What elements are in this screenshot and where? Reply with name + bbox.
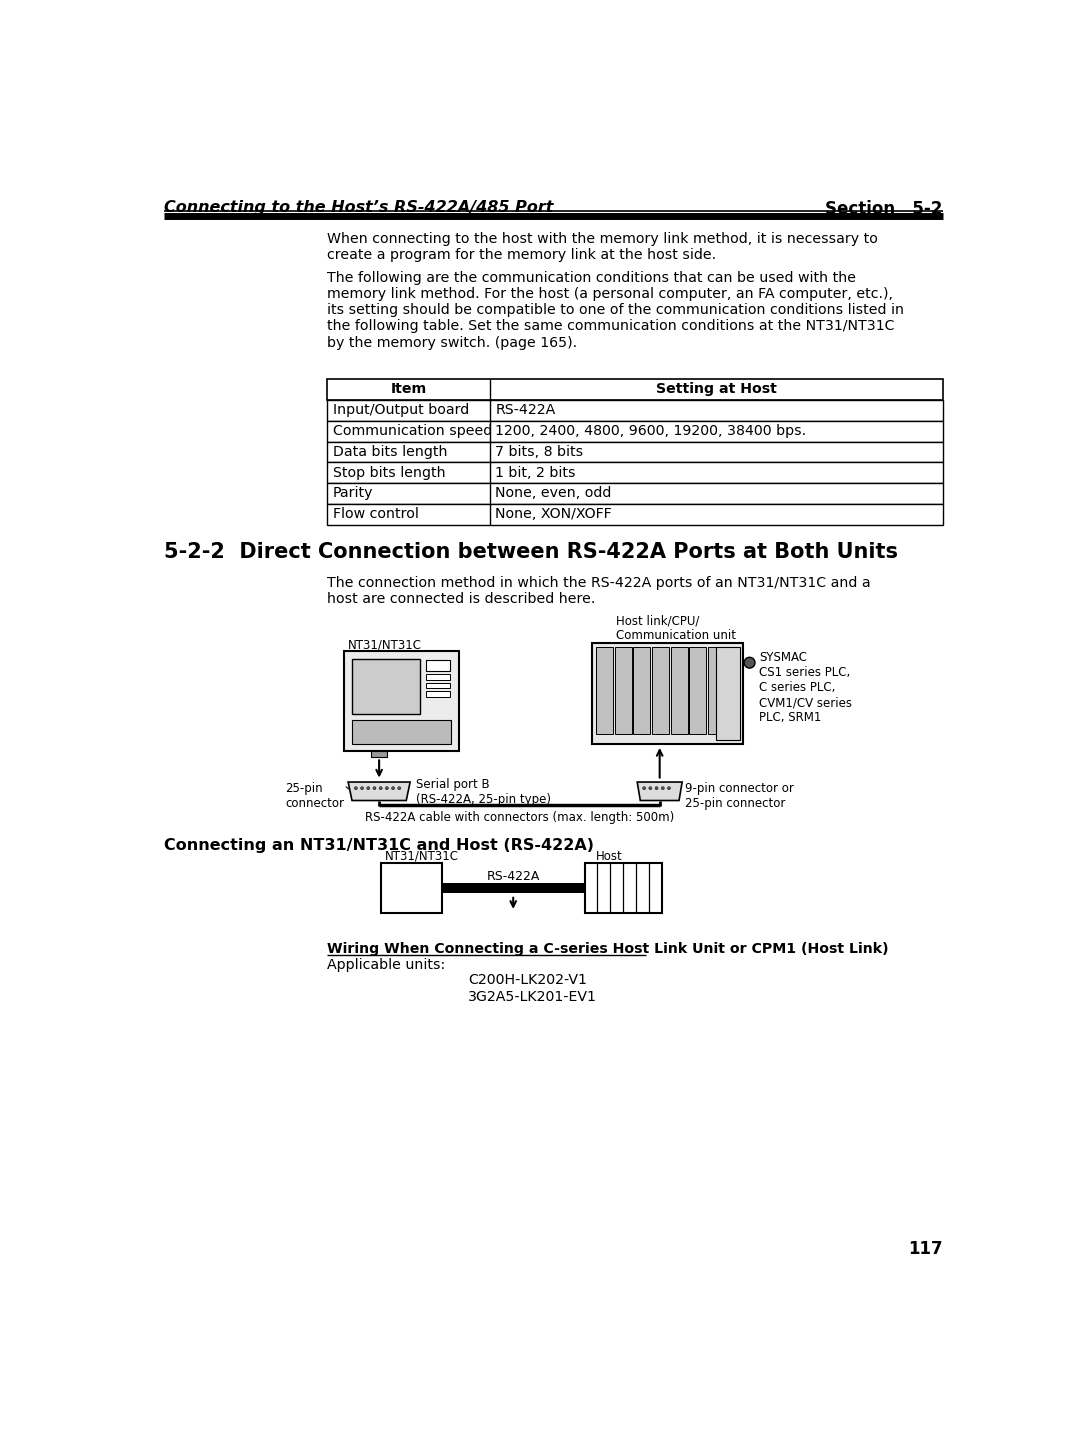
Bar [327,400,943,420]
Bar [372,752,387,758]
Bar [352,659,420,715]
Bar [327,420,943,442]
Bar [427,674,449,680]
Text: Data bits length: Data bits length [333,445,447,459]
Text: NT31/NT31C: NT31/NT31C [348,639,422,651]
Text: Communication speed: Communication speed [333,423,491,438]
Bar [327,504,943,525]
Circle shape [397,786,401,789]
Text: The connection method in which the RS-422A ports of an NT31/NT31C and a
host are: The connection method in which the RS-42… [327,575,870,606]
Circle shape [386,786,389,789]
Circle shape [649,786,652,789]
Text: Serial port B
(RS-422A, 25-pin type): Serial port B (RS-422A, 25-pin type) [416,778,551,806]
Circle shape [667,786,671,789]
Text: Input/Output board: Input/Output board [333,403,469,418]
Text: 117: 117 [908,1240,943,1258]
Bar [381,862,442,913]
Bar [345,651,459,752]
Text: Section   5-2: Section 5-2 [825,199,943,218]
Bar [427,660,449,672]
Text: RS-422A: RS-422A [496,403,555,418]
Circle shape [643,786,646,789]
Text: None, XON/XOFF: None, XON/XOFF [496,507,612,521]
Bar [352,720,451,743]
Text: Applicable units:: Applicable units: [327,957,445,971]
Circle shape [379,786,382,789]
Bar [584,862,662,913]
Text: SYSMAC
CS1 series PLC,
C series PLC,
CVM1/CV series
PLC, SRM1: SYSMAC CS1 series PLC, C series PLC, CVM… [759,651,852,725]
Text: NT31/NT31C: NT31/NT31C [386,850,459,862]
Bar [716,647,740,739]
Bar [327,379,943,400]
Text: The following are the communication conditions that can be used with the
memory : The following are the communication cond… [327,271,904,350]
Circle shape [661,786,664,789]
Bar [442,883,584,894]
Circle shape [367,786,369,789]
Circle shape [392,786,394,789]
Text: Parity: Parity [333,486,373,501]
Text: Flow control: Flow control [333,507,419,521]
Text: 3G2A5-LK201-EV1: 3G2A5-LK201-EV1 [469,990,597,1004]
Bar [327,484,943,504]
Text: Connecting to the Host’s RS-422A/485 Port: Connecting to the Host’s RS-422A/485 Por… [164,199,554,215]
Bar [596,647,613,733]
Text: 1 bit, 2 bits: 1 bit, 2 bits [496,465,576,479]
Bar [427,683,449,689]
Text: None, even, odd: None, even, odd [496,486,611,501]
Text: RS-422A: RS-422A [486,870,540,883]
Text: When connecting to the host with the memory link method, it is necessary to
crea: When connecting to the host with the mem… [327,232,878,263]
Text: C200H-LK202-V1: C200H-LK202-V1 [469,973,588,987]
Text: Connecting an NT31/NT31C and Host (RS-422A): Connecting an NT31/NT31C and Host (RS-42… [164,838,594,854]
Bar [652,647,669,733]
Circle shape [656,786,658,789]
Circle shape [373,786,376,789]
Bar [689,647,706,733]
Text: 25-pin
connector: 25-pin connector [285,782,345,809]
Text: 5-2-2  Direct Connection between RS-422A Ports at Both Units: 5-2-2 Direct Connection between RS-422A … [164,542,899,561]
Text: RS-422A cable with connectors (max. length: 500m): RS-422A cable with connectors (max. leng… [365,811,674,824]
Bar [671,647,688,733]
Bar [327,442,943,462]
Bar [615,647,632,733]
Bar [633,647,650,733]
Text: 1200, 2400, 4800, 9600, 19200, 38400 bps.: 1200, 2400, 4800, 9600, 19200, 38400 bps… [496,423,807,438]
Text: Setting at Host: Setting at Host [656,382,777,396]
Bar [707,647,725,733]
Text: 9-pin connector or
25-pin connector: 9-pin connector or 25-pin connector [685,782,794,809]
Text: Item: Item [391,382,427,396]
Polygon shape [637,782,683,801]
Bar [427,692,449,696]
Text: Host link/CPU/
Communication unit: Host link/CPU/ Communication unit [616,614,735,643]
Polygon shape [348,782,410,801]
Circle shape [354,786,357,789]
Bar [592,643,743,743]
Circle shape [361,786,364,789]
Text: Host: Host [596,850,623,862]
Bar [327,462,943,484]
Text: Stop bits length: Stop bits length [333,465,445,479]
Text: Wiring When Connecting a C-series Host Link Unit or CPM1 (Host Link): Wiring When Connecting a C-series Host L… [327,943,889,956]
Circle shape [744,657,755,669]
Text: 7 bits, 8 bits: 7 bits, 8 bits [496,445,583,459]
